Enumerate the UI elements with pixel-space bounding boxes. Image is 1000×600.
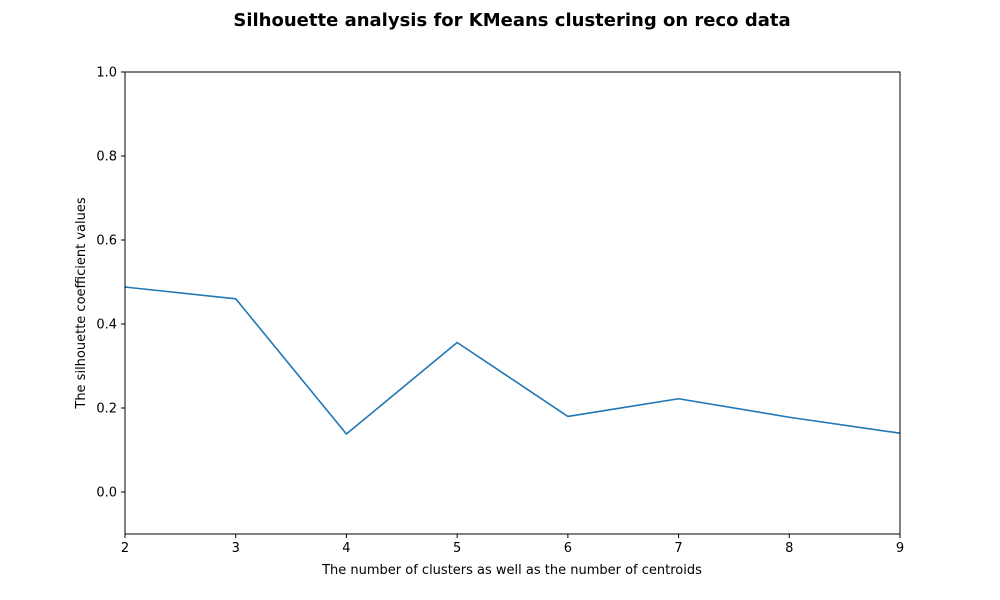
y-tick-label: 0.4 <box>96 318 117 333</box>
x-tick-label: 6 <box>564 541 572 556</box>
chart-title: Silhouette analysis for KMeans clusterin… <box>233 10 790 31</box>
y-tick-label: 0.8 <box>96 150 117 165</box>
x-tick-label: 8 <box>785 541 793 556</box>
x-tick-label: 3 <box>232 541 240 556</box>
x-tick-label: 4 <box>342 541 350 556</box>
x-tick-label: 9 <box>896 541 904 556</box>
plot-area: 2 3 4 5 6 7 8 9 0.0 0.2 0.4 0.6 0.8 1.0 <box>96 66 904 557</box>
x-axis-label: The number of clusters as well as the nu… <box>321 563 702 578</box>
y-axis-label: The silhouette coefficient values <box>74 197 89 409</box>
x-tick-label: 2 <box>121 541 129 556</box>
x-tick-label: 7 <box>674 541 682 556</box>
x-tick-label: 5 <box>453 541 461 556</box>
y-tick-label: 0.0 <box>96 486 117 501</box>
series-line-0 <box>124 286 901 435</box>
axes-frame <box>124 71 901 535</box>
y-tick-label: 1.0 <box>96 66 117 81</box>
y-tick-label: 0.2 <box>96 402 117 417</box>
y-tick-label: 0.6 <box>96 234 117 249</box>
